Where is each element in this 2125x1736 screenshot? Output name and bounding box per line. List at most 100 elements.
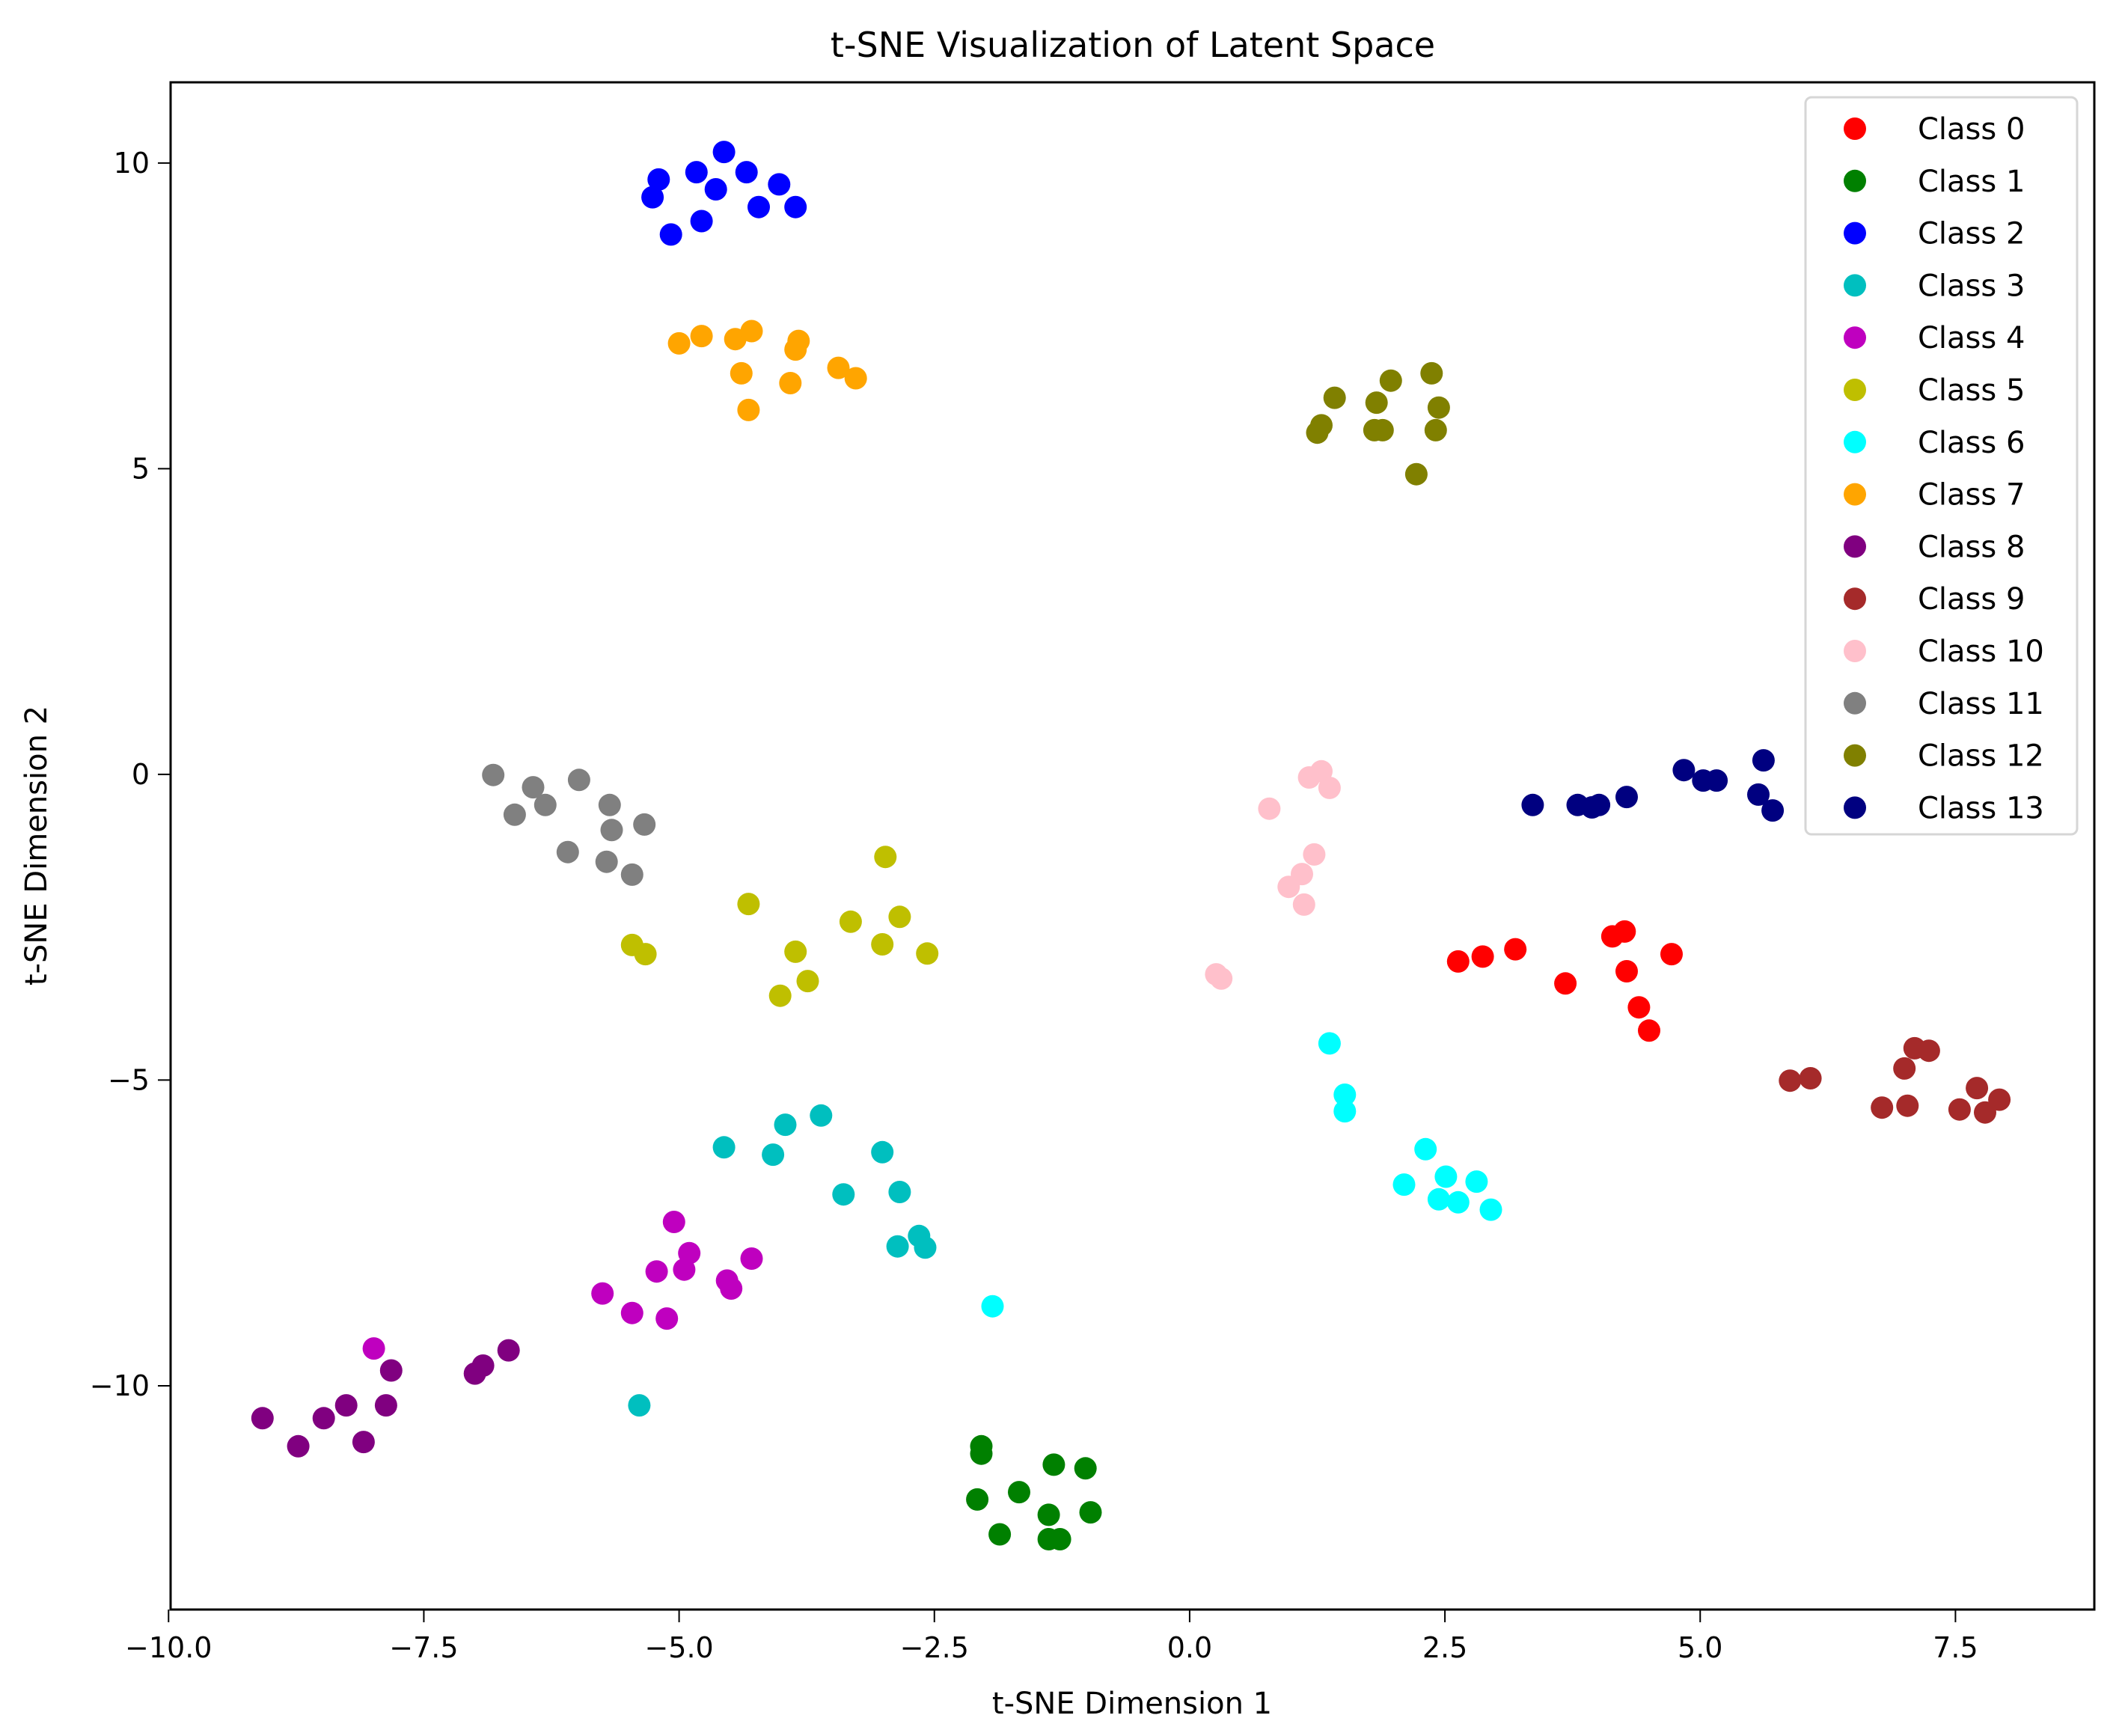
legend-label: Class 6 xyxy=(1918,426,2025,460)
legend-label: Class 9 xyxy=(1918,582,2025,617)
data-point-class-3 xyxy=(762,1143,785,1167)
x-tick-label: −2.5 xyxy=(900,1631,969,1664)
legend-item: Class 8 xyxy=(1844,530,2025,564)
legend-item: Class 4 xyxy=(1844,321,2025,355)
data-point-class-9 xyxy=(1779,1069,1802,1092)
data-point-class-13 xyxy=(1752,749,1775,772)
data-point-class-2 xyxy=(659,223,682,246)
data-point-class-7 xyxy=(690,325,713,348)
data-point-class-8 xyxy=(497,1339,520,1362)
legend-marker-icon xyxy=(1844,535,1866,558)
data-point-class-5 xyxy=(737,893,760,916)
data-point-class-0 xyxy=(1446,950,1470,973)
data-point-class-1 xyxy=(1037,1503,1060,1526)
legend-marker-icon xyxy=(1844,640,1866,662)
data-point-class-0 xyxy=(1660,943,1683,966)
x-tick-label: −10.0 xyxy=(125,1631,212,1664)
data-point-class-11 xyxy=(567,768,590,792)
data-point-class-1 xyxy=(988,1523,1012,1546)
y-axis-label: t-SNE Dimension 2 xyxy=(19,706,54,985)
data-point-class-10 xyxy=(1210,967,1233,990)
data-point-class-3 xyxy=(774,1113,797,1137)
data-point-class-5 xyxy=(888,905,911,929)
data-point-class-2 xyxy=(685,161,708,184)
legend-label: Class 10 xyxy=(1918,635,2044,669)
data-point-class-8 xyxy=(374,1394,397,1417)
data-point-class-9 xyxy=(1948,1098,1971,1121)
data-point-class-6 xyxy=(1427,1188,1450,1211)
data-point-class-9 xyxy=(1799,1067,1822,1089)
data-point-class-8 xyxy=(352,1431,375,1454)
data-point-class-11 xyxy=(620,863,643,886)
data-point-class-13 xyxy=(1521,793,1544,816)
data-point-class-4 xyxy=(720,1277,743,1300)
data-point-class-12 xyxy=(1424,418,1447,441)
legend-item: Class 11 xyxy=(1844,687,2044,721)
data-point-class-12 xyxy=(1371,418,1394,441)
legend-marker-icon xyxy=(1844,274,1866,297)
data-point-class-11 xyxy=(482,763,505,786)
data-point-class-5 xyxy=(874,846,897,869)
data-point-class-0 xyxy=(1554,972,1577,995)
x-tick-label: −7.5 xyxy=(389,1631,458,1664)
legend-marker-icon xyxy=(1844,221,1866,245)
data-point-class-9 xyxy=(1871,1096,1894,1119)
legend-box xyxy=(1804,96,2079,836)
data-point-class-12 xyxy=(1427,396,1450,419)
data-point-class-4 xyxy=(655,1307,679,1330)
legend-label: Class 2 xyxy=(1918,217,2025,251)
legend-label: Class 1 xyxy=(1918,165,2025,199)
data-point-class-11 xyxy=(556,840,579,864)
data-point-class-1 xyxy=(970,1442,993,1465)
data-point-class-0 xyxy=(1504,938,1527,961)
legend-label: Class 3 xyxy=(1918,269,2025,303)
data-point-class-11 xyxy=(600,819,623,842)
legend-item: Class 5 xyxy=(1844,373,2025,408)
data-point-class-4 xyxy=(740,1247,763,1270)
x-tick-label: 7.5 xyxy=(1933,1631,1978,1664)
data-point-class-7 xyxy=(737,398,760,421)
data-point-class-11 xyxy=(503,803,526,826)
data-point-class-13 xyxy=(1672,759,1696,782)
data-point-class-6 xyxy=(981,1295,1004,1318)
data-point-class-7 xyxy=(730,361,753,385)
data-point-class-9 xyxy=(1974,1101,1996,1124)
data-point-class-0 xyxy=(1627,996,1651,1019)
data-point-class-3 xyxy=(888,1181,911,1203)
data-point-class-2 xyxy=(690,210,713,233)
data-point-class-7 xyxy=(667,331,691,355)
data-point-class-7 xyxy=(827,356,850,379)
legend-item: Class 9 xyxy=(1844,582,2025,617)
legend-marker-icon xyxy=(1844,744,1866,767)
data-point-class-10 xyxy=(1277,875,1300,899)
y-tick-label: −5 xyxy=(108,1063,150,1096)
data-point-class-6 xyxy=(1446,1191,1470,1214)
data-point-class-6 xyxy=(1465,1170,1488,1194)
legend-label: Class 11 xyxy=(1918,687,2044,721)
data-point-class-4 xyxy=(362,1337,385,1360)
data-point-class-2 xyxy=(712,141,736,164)
data-point-class-0 xyxy=(1615,960,1638,982)
legend: Class 0 Class 1 Class 2 Class 3 Class 4 Class… xyxy=(1804,96,2079,836)
data-point-class-7 xyxy=(784,338,807,361)
legend-item: Class 7 xyxy=(1844,478,2025,513)
data-point-class-11 xyxy=(598,793,621,816)
legend-marker-icon xyxy=(1844,587,1866,611)
data-point-class-2 xyxy=(784,195,807,218)
data-point-class-1 xyxy=(1079,1501,1102,1524)
data-point-class-3 xyxy=(914,1236,937,1259)
data-point-class-8 xyxy=(471,1354,495,1377)
data-point-class-13 xyxy=(1705,769,1728,792)
legend-marker-icon xyxy=(1844,379,1866,401)
data-point-class-13 xyxy=(1761,799,1785,822)
data-point-class-8 xyxy=(312,1407,335,1430)
data-point-class-8 xyxy=(379,1359,403,1382)
legend-marker-icon xyxy=(1844,483,1866,506)
data-point-class-2 xyxy=(747,195,770,218)
data-point-class-2 xyxy=(647,168,670,191)
data-point-class-7 xyxy=(844,367,867,390)
data-point-class-6 xyxy=(1318,1032,1341,1055)
x-axis-label: t-SNE Dimension 1 xyxy=(992,1687,1272,1721)
data-point-class-3 xyxy=(628,1394,651,1417)
data-point-class-5 xyxy=(768,984,792,1007)
